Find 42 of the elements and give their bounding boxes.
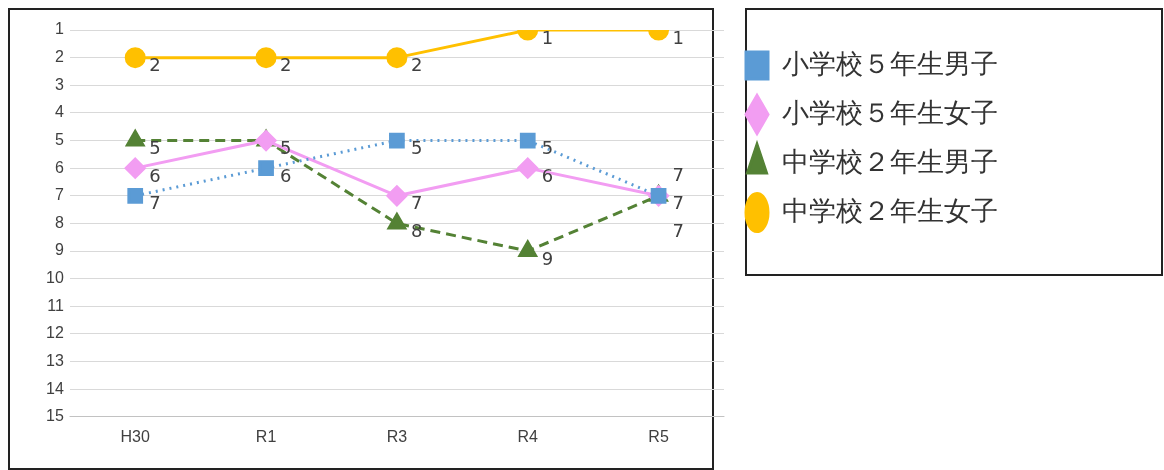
data-label: 9 — [541, 247, 554, 269]
data-label: 5 — [149, 137, 161, 159]
y-tick-label: 4 — [54, 103, 64, 121]
data-label: 7 — [672, 220, 685, 242]
y-tick-label: 10 — [46, 269, 64, 287]
y-tick-label: 8 — [54, 213, 64, 231]
y-tick-label: 13 — [46, 351, 64, 369]
legend-label: 中学校２年生男子 — [781, 145, 998, 177]
data-label: 5 — [280, 137, 292, 159]
data-label: 2 — [149, 54, 161, 76]
y-tick-label: 9 — [54, 241, 64, 259]
y-tick-label: 12 — [46, 324, 64, 342]
y-tick-label: 14 — [46, 379, 64, 397]
y-tick-label: 11 — [47, 296, 64, 314]
y-tick-label: 6 — [54, 158, 64, 176]
y-tick-label: 2 — [54, 48, 64, 66]
data-label: 1 — [672, 26, 685, 48]
data-label: 5 — [541, 137, 554, 159]
x-tick-label: R4 — [517, 427, 539, 445]
y-tick-label: 7 — [54, 186, 64, 204]
x-tick-label: R3 — [386, 427, 408, 445]
data-label: 7 — [410, 192, 423, 214]
y-tick-label: 5 — [54, 130, 64, 148]
data-label: 2 — [280, 54, 292, 76]
data-label: 6 — [280, 164, 292, 186]
data-label: 6 — [541, 164, 554, 186]
x-tick-label: R1 — [255, 427, 277, 445]
data-label: 2 — [410, 54, 423, 76]
data-label: 5 — [410, 137, 423, 159]
data-label: 7 — [672, 192, 685, 214]
y-tick-label: 1 — [54, 20, 64, 38]
data-label: 7 — [149, 192, 161, 214]
legend-label: 小学校５年生女子 — [781, 96, 998, 128]
data-label: 7 — [672, 164, 685, 186]
legend-label: 小学校５年生男子 — [781, 47, 998, 79]
y-tick-label: 3 — [54, 75, 64, 93]
legend-label: 中学校２年生女子 — [781, 194, 998, 226]
y-tick-label: 15 — [46, 407, 64, 425]
x-tick-label: R5 — [648, 427, 669, 445]
data-label: 6 — [149, 164, 161, 186]
data-label: 1 — [541, 26, 554, 48]
x-tick-label: H30 — [120, 427, 150, 445]
